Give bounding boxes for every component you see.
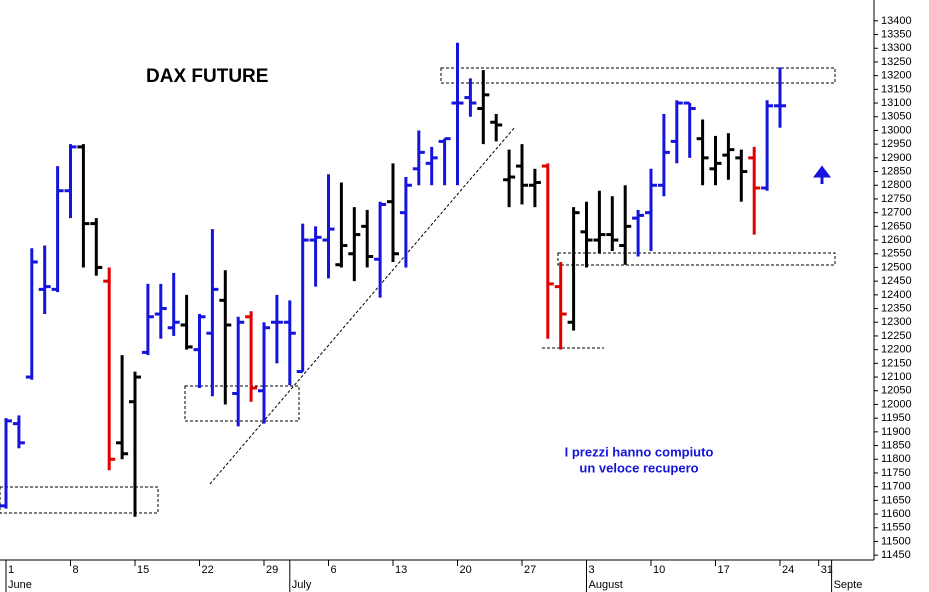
y-tick-label: 12900 xyxy=(881,152,912,164)
y-tick-label: 11750 xyxy=(881,467,911,479)
resistance-box xyxy=(440,67,836,84)
y-tick-label: 13350 xyxy=(881,28,912,40)
y-tick-label: 12050 xyxy=(881,385,912,397)
annotation: un veloce recupero xyxy=(579,460,698,475)
x-tick-label: 10 xyxy=(653,564,665,576)
month-label: June xyxy=(8,579,32,591)
y-tick-label: 13200 xyxy=(881,70,912,82)
x-tick-label: 3 xyxy=(589,564,595,576)
x-tick-label: 24 xyxy=(782,564,794,576)
y-tick-label: 12500 xyxy=(881,261,912,273)
x-tick-label: 29 xyxy=(266,564,278,576)
y-tick-label: 11850 xyxy=(881,439,911,451)
y-tick-label: 12550 xyxy=(881,248,912,260)
y-tick-label: 13000 xyxy=(881,124,912,136)
y-tick-label: 12350 xyxy=(881,302,912,314)
support-box xyxy=(557,252,836,266)
y-tick-label: 13050 xyxy=(881,111,912,123)
y-tick-label: 13100 xyxy=(881,97,912,109)
x-tick-label: 17 xyxy=(718,564,730,576)
y-tick-label: 12250 xyxy=(881,330,912,342)
y-tick-label: 12850 xyxy=(881,165,912,177)
y-tick-label: 11500 xyxy=(881,535,911,547)
y-tick-label: 12400 xyxy=(881,289,912,301)
up-arrow xyxy=(813,165,831,184)
annotation: I prezzi hanno compiuto xyxy=(565,444,714,459)
x-tick-label: 6 xyxy=(331,564,337,576)
x-tick-label: 15 xyxy=(137,564,149,576)
support-box xyxy=(0,486,159,514)
y-tick-label: 11450 xyxy=(881,549,911,561)
y-tick-label: 12300 xyxy=(881,316,912,328)
y-tick-label: 12650 xyxy=(881,220,912,232)
y-tick-label: 12600 xyxy=(881,234,912,246)
y-tick-label: 11950 xyxy=(881,412,911,424)
y-tick-label: 12150 xyxy=(881,357,912,369)
x-tick-label: 27 xyxy=(524,564,536,576)
y-tick-label: 13150 xyxy=(881,83,912,95)
x-tick-label: 13 xyxy=(395,564,407,576)
y-tick-label: 11700 xyxy=(881,481,911,493)
x-tick-label: 22 xyxy=(202,564,214,576)
y-tick-label: 13250 xyxy=(881,56,912,68)
y-tick-label: 12700 xyxy=(881,207,912,219)
x-tick-label: 31 xyxy=(821,564,833,576)
y-tick-label: 11800 xyxy=(881,453,911,465)
y-tick-label: 12750 xyxy=(881,193,912,205)
support-box xyxy=(184,385,300,422)
month-label: Septe xyxy=(834,579,863,591)
month-label: July xyxy=(292,579,312,591)
y-tick-label: 11650 xyxy=(881,494,911,506)
x-tick-label: 20 xyxy=(460,564,472,576)
x-tick-label: 1 xyxy=(8,564,14,576)
y-tick-label: 12950 xyxy=(881,138,912,150)
y-tick-label: 12100 xyxy=(881,371,912,383)
chart-title: DAX FUTURE xyxy=(146,66,268,87)
x-tick-label: 8 xyxy=(73,564,79,576)
month-label: August xyxy=(589,579,623,591)
y-tick-label: 11550 xyxy=(881,522,911,534)
y-tick-label: 12800 xyxy=(881,179,912,191)
y-tick-label: 11900 xyxy=(881,426,911,438)
trend-line xyxy=(209,126,516,485)
y-tick-label: 12450 xyxy=(881,275,912,287)
y-tick-label: 12200 xyxy=(881,344,912,356)
y-tick-label: 13300 xyxy=(881,42,912,54)
y-tick-label: 12000 xyxy=(881,398,912,410)
y-tick-label: 11600 xyxy=(881,508,911,520)
y-tick-label: 13400 xyxy=(881,15,912,27)
